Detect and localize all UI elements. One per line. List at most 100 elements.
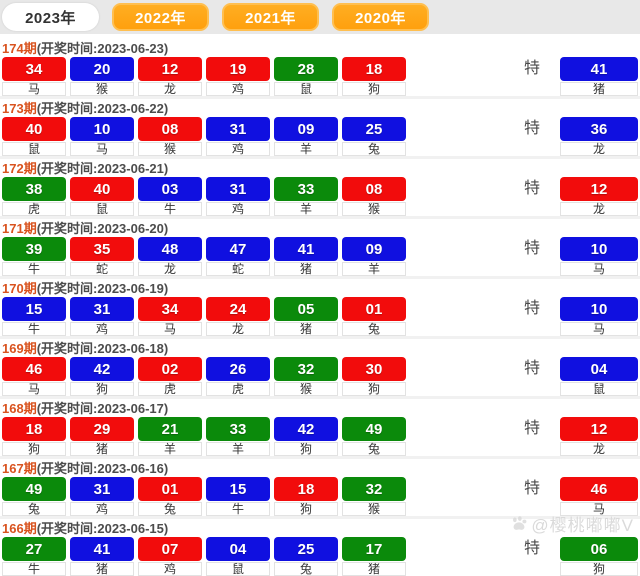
ball-cell: 18 狗 — [342, 57, 406, 96]
ball-cell-zodiac: 鼠 — [206, 562, 270, 576]
ball-cell: 39 牛 — [2, 237, 66, 276]
draw-row: 46 马 42 狗 02 虎 26 虎 32 猴 30 狗特 04 鼠 — [2, 357, 640, 396]
ball-cell-zodiac: 鸡 — [70, 322, 134, 336]
ball-cell-zodiac: 马 — [138, 322, 202, 336]
ball-cell-number: 30 — [342, 357, 406, 381]
ball-cell-number: 32 — [342, 477, 406, 501]
ball-cell-zodiac: 牛 — [2, 322, 66, 336]
ball-cell-number: 38 — [2, 177, 66, 201]
special-ball-cell: 10 马 — [560, 297, 638, 336]
ball-cell: 31 鸡 — [70, 297, 134, 336]
ball-cell: 01 兔 — [138, 477, 202, 516]
ball-cell-number: 09 — [342, 237, 406, 261]
special-label: 特 — [523, 420, 540, 437]
ball-cell-zodiac: 鸡 — [206, 82, 270, 96]
ball-cell-number: 42 — [70, 357, 134, 381]
ball-cell-number: 02 — [138, 357, 202, 381]
ball-cell: 21 羊 — [138, 417, 202, 456]
special-label: 特 — [523, 540, 540, 557]
ball-cell-zodiac: 猪 — [274, 262, 338, 276]
ball-cell-number: 25 — [274, 537, 338, 561]
ball-cell-zodiac: 羊 — [274, 142, 338, 156]
special-ball-cell-number: 06 — [560, 537, 638, 561]
ball-cell-number: 18 — [2, 417, 66, 441]
ball-cell-number: 40 — [2, 117, 66, 141]
ball-cell: 29 猪 — [70, 417, 134, 456]
ball-cell-zodiac: 鸡 — [206, 142, 270, 156]
draw-time: (开奖时间:2023-06-17) — [36, 401, 169, 416]
special-ball-cell: 41 猪 — [560, 57, 638, 96]
ball-cell-number: 34 — [2, 57, 66, 81]
special-ball-cell-number: 10 — [560, 297, 638, 321]
ball-cell-zodiac: 兔 — [274, 562, 338, 576]
ball-cell-zodiac: 羊 — [206, 442, 270, 456]
ball-cell: 10 马 — [70, 117, 134, 156]
ball-cell-zodiac: 牛 — [2, 262, 66, 276]
draw-period: 173期 — [2, 101, 37, 116]
ball-cell-number: 07 — [138, 537, 202, 561]
special-ball-cell-number: 41 — [560, 57, 638, 81]
ball-cell-zodiac: 马 — [70, 142, 134, 156]
draw-block: 170期(开奖时间:2023-06-19) 15 牛 31 鸡 34 马 24 龙 05 猪 01 兔特… — [0, 276, 640, 336]
ball-cell-number: 01 — [138, 477, 202, 501]
draw-row: 38 虎 40 鼠 03 牛 31 鸡 33 羊 08 猴特 12 龙 — [2, 177, 640, 216]
ball-cell-zodiac: 兔 — [138, 502, 202, 516]
ball-cell: 18 狗 — [2, 417, 66, 456]
special-label: 特 — [523, 360, 540, 377]
ball-cell: 28 鼠 — [274, 57, 338, 96]
ball-cell-zodiac: 鼠 — [274, 82, 338, 96]
special-ball-cell-zodiac: 马 — [560, 502, 638, 516]
special-ball-cell-zodiac: 龙 — [560, 202, 638, 216]
ball-cell-number: 08 — [138, 117, 202, 141]
draw-header: 172期(开奖时间:2023-06-21) — [2, 161, 640, 176]
draw-period: 171期 — [2, 221, 37, 236]
draw-row: 40 鼠 10 马 08 猴 31 鸡 09 羊 25 兔特 36 龙 — [2, 117, 640, 156]
ball-cell: 12 龙 — [138, 57, 202, 96]
ball-cell-number: 40 — [70, 177, 134, 201]
draw-result-list: 174期(开奖时间:2023-06-23) 34 马 20 猴 12 龙 19 鸡 28 鼠 18 狗特… — [0, 34, 640, 576]
draw-period: 170期 — [2, 281, 37, 296]
ball-cell: 17 猪 — [342, 537, 406, 576]
ball-cell: 32 猴 — [274, 357, 338, 396]
ball-cell-zodiac: 狗 — [342, 382, 406, 396]
ball-cell-zodiac: 羊 — [138, 442, 202, 456]
draw-header: 170期(开奖时间:2023-06-19) — [2, 281, 640, 296]
ball-cell-zodiac: 牛 — [138, 202, 202, 216]
special-ball-cell-zodiac: 龙 — [560, 142, 638, 156]
tab-year-2021[interactable]: 2021年 — [222, 3, 319, 31]
draw-block: 172期(开奖时间:2023-06-21) 38 虎 40 鼠 03 牛 31 鸡 33 羊 08 猴特… — [0, 156, 640, 216]
tab-year-2023[interactable]: 2023年 — [2, 3, 99, 31]
ball-cell-number: 26 — [206, 357, 270, 381]
tab-year-2020[interactable]: 2020年 — [332, 3, 429, 31]
ball-cell: 49 兔 — [2, 477, 66, 516]
ball-cell-zodiac: 鸡 — [206, 202, 270, 216]
ball-cell-number: 18 — [274, 477, 338, 501]
special-ball-cell: 06 狗 — [560, 537, 638, 576]
ball-cell-zodiac: 龙 — [206, 322, 270, 336]
ball-cell-zodiac: 兔 — [342, 322, 406, 336]
ball-cell-zodiac: 猴 — [342, 502, 406, 516]
ball-cell-zodiac: 猴 — [138, 142, 202, 156]
ball-cell: 07 鸡 — [138, 537, 202, 576]
draw-header: 168期(开奖时间:2023-06-17) — [2, 401, 640, 416]
draw-block: 168期(开奖时间:2023-06-17) 18 狗 29 猪 21 羊 33 羊 42 狗 49 兔特… — [0, 396, 640, 456]
tab-year-2022[interactable]: 2022年 — [112, 3, 209, 31]
ball-cell-number: 15 — [206, 477, 270, 501]
special-ball-cell-number: 10 — [560, 237, 638, 261]
draw-period: 168期 — [2, 401, 37, 416]
special-ball-cell-zodiac: 猪 — [560, 82, 638, 96]
special-ball-cell-zodiac: 狗 — [560, 562, 638, 576]
draw-period: 167期 — [2, 461, 37, 476]
ball-cell-number: 19 — [206, 57, 270, 81]
ball-cell-number: 03 — [138, 177, 202, 201]
ball-cell-zodiac: 兔 — [2, 502, 66, 516]
ball-cell: 40 鼠 — [70, 177, 134, 216]
ball-cell: 33 羊 — [274, 177, 338, 216]
year-tab-bar: 2023年 2022年 2021年 2020年 — [0, 0, 640, 34]
special-ball-cell: 46 马 — [560, 477, 638, 516]
draw-header: 171期(开奖时间:2023-06-20) — [2, 221, 640, 236]
ball-cell-zodiac: 鸡 — [70, 502, 134, 516]
special-ball-cell-number: 12 — [560, 177, 638, 201]
draw-period: 172期 — [2, 161, 37, 176]
ball-cell-number: 27 — [2, 537, 66, 561]
